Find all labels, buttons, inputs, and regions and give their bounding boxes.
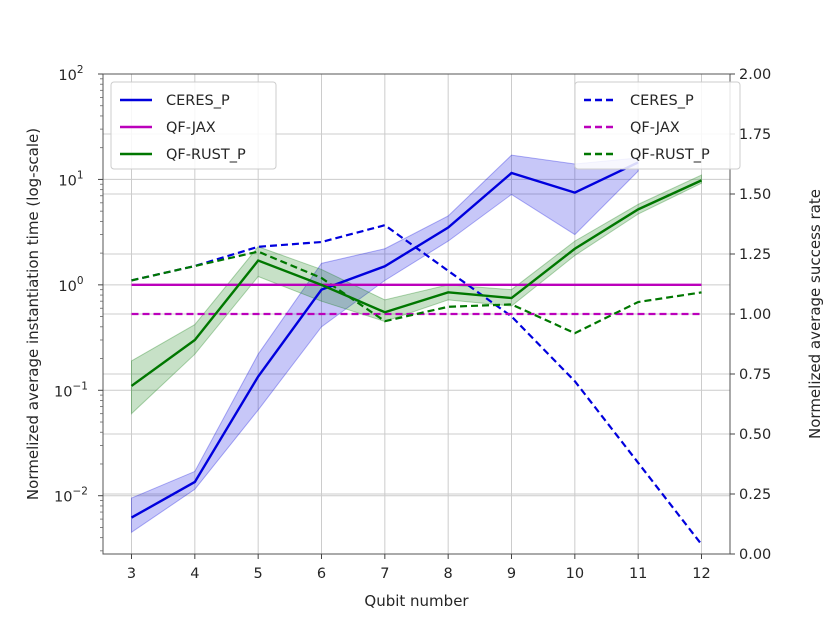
left-tick-label: 10−1 (54, 380, 88, 400)
right-tick-label: 0.00 (739, 547, 771, 563)
legend-label: QF-RUST_P (166, 147, 246, 163)
left-tick-label: 100 (58, 275, 83, 295)
x-tick-label: 10 (566, 566, 584, 582)
error-bands (131, 154, 702, 534)
success-line-qf-rust-p (131, 250, 702, 335)
band-qf-rust-p (131, 174, 702, 415)
right-tick-label: 2.00 (739, 67, 771, 83)
right-tick-label: 1.50 (739, 187, 771, 203)
x-tick-label: 9 (507, 566, 516, 582)
x-tick-label: 11 (629, 566, 647, 582)
legend-box (574, 81, 741, 170)
tick-layer: 3 4 5 6 7 8 9 10 11 12 10−2 10−1 100 101 102 0.00 0.25 0.… (54, 64, 771, 582)
x-tick-label: 6 (317, 566, 326, 582)
x-tick-label: 4 (190, 566, 199, 582)
x-axis-label: Qubit number (364, 592, 469, 610)
left-tick-label: 102 (58, 64, 83, 84)
legend-label: CERES_P (630, 93, 694, 109)
left-tick-label: 101 (58, 169, 83, 189)
right-tick-label: 1.25 (739, 247, 771, 263)
right-tick-label: 0.75 (739, 367, 771, 383)
right-tick-label: 0.25 (739, 487, 771, 503)
time-line-ceres-p (130, 161, 639, 519)
left-axis-label: Normelized average instantiation time (l… (24, 128, 42, 500)
legend-label: QF-JAX (630, 120, 680, 136)
x-tick-label: 5 (254, 566, 263, 582)
left-tick-label: 10−2 (54, 486, 88, 506)
legend-label: QF-JAX (166, 120, 216, 136)
band-ceres-p (131, 154, 639, 534)
x-tick-label: 12 (692, 566, 710, 582)
x-tick-label: 7 (380, 566, 389, 582)
right-tick-label: 1.75 (739, 127, 771, 143)
legend-label: CERES_P (166, 93, 230, 109)
legend-right: CERES_P QF-JAX QF-RUST_P (574, 81, 741, 170)
time-line-qf-rust-p (130, 179, 702, 387)
right-tick-label: 0.50 (739, 427, 771, 443)
x-tick-label: 3 (127, 566, 136, 582)
legend-label: QF-RUST_P (630, 147, 710, 163)
legend-left: CERES_P QF-JAX QF-RUST_P (110, 81, 277, 170)
series-lines (130, 161, 703, 546)
x-tick-label: 8 (444, 566, 453, 582)
right-tick-label: 1.00 (739, 307, 771, 323)
success-line-ceres-p (131, 224, 703, 546)
legend-box (110, 81, 277, 170)
right-axis-label: Normelized average success rate (806, 189, 824, 439)
